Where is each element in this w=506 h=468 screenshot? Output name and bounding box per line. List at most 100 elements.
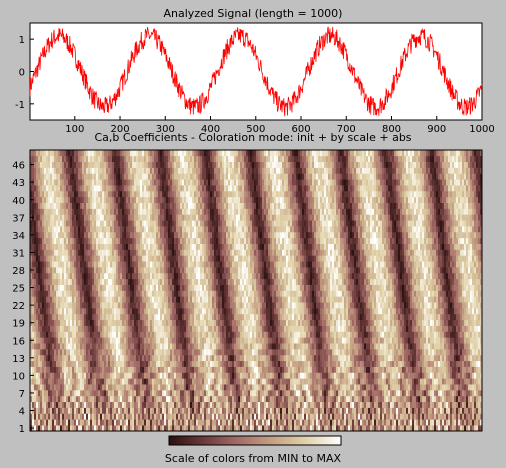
heatmap-cell — [280, 337, 283, 344]
heatmap-cell — [218, 313, 221, 321]
heatmap-cell — [458, 366, 461, 373]
heatmap-cell — [432, 360, 435, 367]
heatmap-cell — [372, 360, 375, 367]
heatmap-cell — [278, 366, 281, 373]
heatmap-cell — [338, 343, 341, 350]
heatmap-cell — [212, 378, 215, 385]
heatmap-cell — [306, 337, 309, 344]
heatmap-cell — [76, 325, 79, 332]
heatmap-cell — [228, 360, 231, 367]
heatmap-cell — [210, 343, 213, 350]
heatmap-cell — [96, 343, 99, 350]
heatmap-cell — [206, 343, 209, 350]
heatmap-cell — [42, 349, 45, 356]
heatmap-cell — [218, 308, 221, 315]
heatmap-cell — [204, 325, 207, 332]
heatmap-cell — [214, 390, 217, 397]
heatmap-cell — [182, 319, 185, 326]
heatmap-cell — [134, 349, 137, 356]
heatmap-cell — [478, 378, 481, 385]
heatmap-cell — [84, 331, 87, 338]
heatmap-cell — [236, 413, 239, 420]
heatmap-cell — [298, 401, 301, 408]
heatmap-cell — [206, 325, 209, 332]
heatmap-cell — [370, 354, 373, 362]
coefficients-axes[interactable] — [29, 149, 483, 432]
heatmap-cell — [356, 331, 359, 338]
heatmap-cell — [408, 308, 411, 315]
signal-axes[interactable] — [29, 22, 483, 121]
heatmap-cell — [108, 419, 111, 426]
heatmap-cell — [380, 308, 383, 315]
heatmap-cell — [232, 366, 235, 373]
heatmap-cell — [332, 308, 335, 315]
heatmap-cell — [132, 331, 135, 338]
heatmap-cell — [458, 401, 461, 408]
heatmap-cell — [476, 425, 479, 432]
heatmap-cell — [480, 425, 483, 432]
heatmap-cell — [146, 354, 149, 362]
heatmap-cell — [396, 343, 399, 350]
heatmap-cell — [360, 366, 363, 373]
heatmap-cell — [222, 313, 225, 321]
heatmap-cell — [294, 384, 297, 391]
heatmap-cell — [32, 325, 35, 332]
heatmap-cell — [68, 390, 71, 397]
heatmap-cell — [162, 308, 165, 315]
heatmap-cell — [448, 302, 451, 309]
heatmap-cell — [318, 413, 321, 420]
heatmap-cell — [476, 354, 479, 362]
heatmap-cell — [64, 407, 67, 414]
heatmap-cell — [118, 308, 121, 315]
heatmap-cell — [192, 419, 195, 426]
heatmap-cell — [238, 425, 241, 432]
heatmap-cell — [242, 319, 245, 326]
heatmap-cell — [142, 395, 145, 403]
heatmap-cell — [374, 407, 377, 414]
heatmap-cell — [308, 337, 311, 344]
heatmap-cell — [392, 419, 395, 426]
heatmap-cell — [334, 360, 337, 367]
heatmap-cell — [44, 337, 47, 344]
heatmap-cell — [168, 349, 171, 356]
heatmap-cell — [276, 390, 279, 397]
heatmap-cell — [188, 425, 191, 432]
heatmap-cell — [62, 343, 65, 350]
heatmap-cell — [444, 360, 447, 367]
heatmap-cell — [356, 354, 359, 362]
heatmap-cell — [250, 354, 253, 362]
heatmap-cell — [254, 425, 257, 432]
heatmap-cell — [54, 366, 57, 373]
heatmap-cell — [170, 360, 173, 367]
heatmap-cell — [262, 425, 265, 432]
heatmap-cell — [164, 308, 167, 315]
heatmap-cell — [134, 378, 137, 385]
heatmap-cell — [56, 308, 59, 315]
heatmap-cell — [266, 354, 269, 362]
heatmap-cell — [380, 390, 383, 397]
heatmap-cell — [408, 378, 411, 385]
heatmap-cell — [148, 349, 151, 356]
heatmap-cell — [278, 378, 281, 385]
heatmap-cell — [382, 308, 385, 315]
heatmap-cell — [38, 407, 41, 414]
heatmap-cell — [356, 425, 359, 432]
heatmap-cell — [154, 331, 157, 338]
heatmap-cell — [254, 384, 257, 391]
heatmap-cell — [130, 331, 133, 338]
heatmap-cell — [478, 308, 481, 315]
heatmap-cell — [426, 384, 429, 391]
heatmap-cell — [134, 407, 137, 414]
heatmap-cell — [224, 360, 227, 367]
heatmap-cell — [446, 413, 449, 420]
heatmap-cell — [126, 372, 129, 379]
heatmap-cell — [396, 349, 399, 356]
heatmap-cell — [204, 331, 207, 338]
heatmap-cell — [160, 413, 163, 420]
heatmap-cell — [220, 395, 223, 403]
heatmap-cell — [350, 366, 353, 373]
heatmap-cell — [408, 390, 411, 397]
heatmap-cell — [472, 319, 475, 326]
heatmap-cell — [66, 354, 69, 362]
heatmap-cell — [136, 319, 139, 326]
